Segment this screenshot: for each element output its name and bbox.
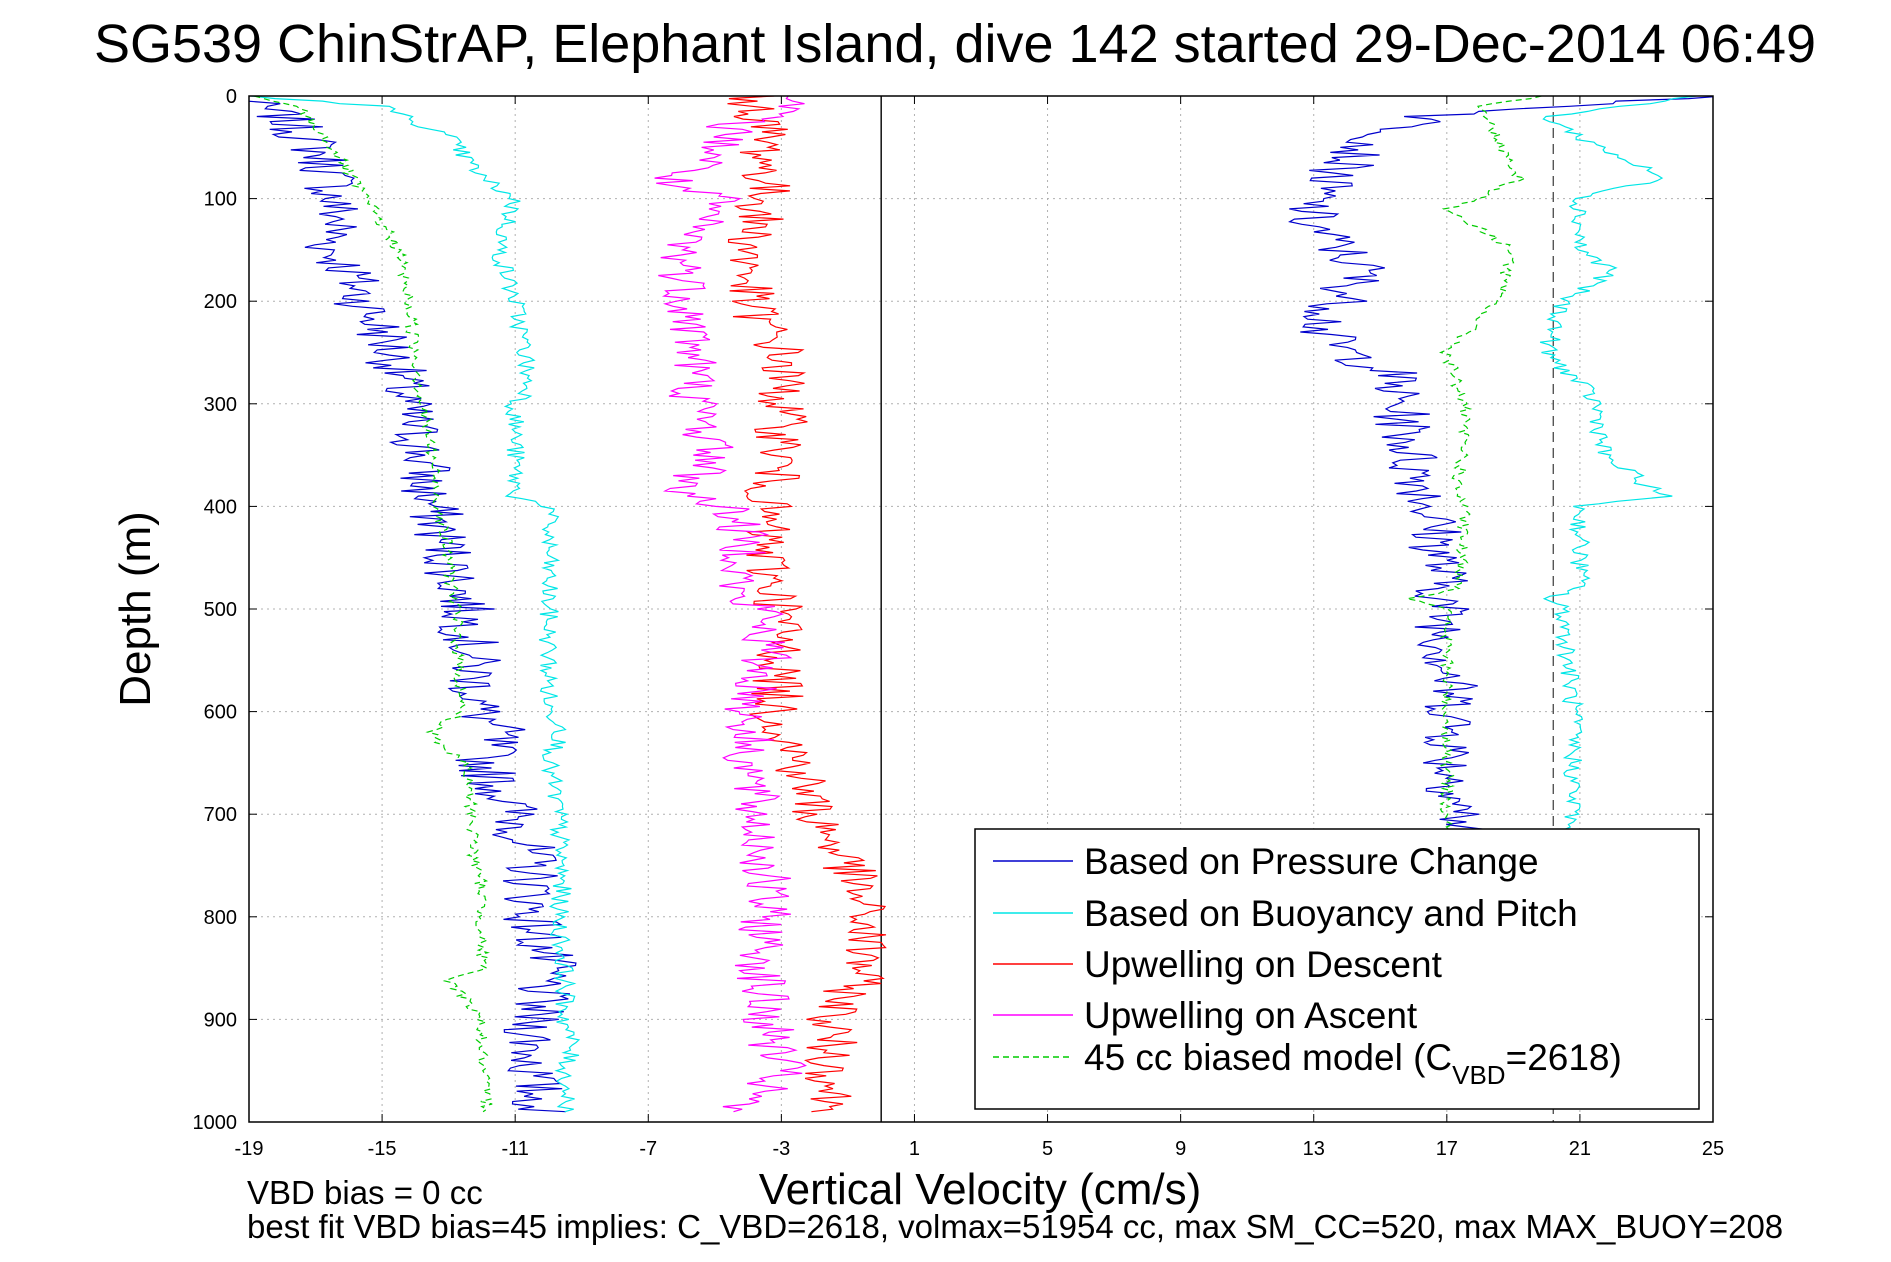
y-axis-ticks: 0 100 200 300 400 500 600 700 800 900 1000 [193, 86, 1713, 1134]
y-tick-label: 700 [204, 804, 237, 826]
y-axis-label: Depth (m) [111, 511, 160, 707]
x-tick-label: 1 [909, 1138, 920, 1160]
legend-entry-label: Upwelling on Descent [1084, 944, 1443, 985]
data-series [249, 96, 1713, 1113]
x-axis-ticks: -19 -15 -11 -7 -3 1 5 9 13 17 21 25 [235, 96, 1724, 1160]
y-tick-label: 400 [204, 496, 237, 518]
y-tick-label: 0 [226, 86, 237, 108]
chart-title: SG539 ChinStrAP, Elephant Island, dive 1… [94, 14, 1816, 74]
x-tick-label: 5 [1042, 1138, 1053, 1160]
x-tick-label: 9 [1175, 1138, 1186, 1160]
y-tick-label: 900 [204, 1009, 237, 1031]
x-axis-label: Vertical Velocity (cm/s) [759, 1165, 1202, 1214]
y-tick-label: 300 [204, 394, 237, 416]
y-tick-label: 1000 [193, 1112, 238, 1134]
y-tick-label: 500 [204, 599, 237, 621]
legend-box [974, 828, 1700, 1110]
legend-entry-label: Upwelling on Ascent [1084, 995, 1418, 1036]
footer-bias-line: VBD bias = 0 cc [247, 1174, 483, 1211]
series-line-based-on-buoyancy-and-pitch-2 [1539, 96, 1697, 836]
x-tick-label: -15 [368, 1138, 397, 1160]
x-tick-label: 25 [1702, 1138, 1724, 1160]
x-tick-label: 13 [1303, 1138, 1325, 1160]
series-line-based-on-pressure-change-1 [249, 100, 577, 1113]
x-tick-label: 17 [1436, 1138, 1458, 1160]
series-line-upwelling-on-ascent-1 [654, 96, 808, 1113]
y-tick-label: 200 [204, 291, 237, 313]
chart-legend: Based on Pressure Change Based on Buoyanc… [974, 828, 1700, 1110]
x-tick-label: -3 [772, 1138, 790, 1160]
footer-bestfit-line: best fit VBD bias=45 implies: C_VBD=2618… [247, 1208, 1783, 1245]
y-tick-label: 600 [204, 702, 237, 724]
y-tick-label: 800 [204, 907, 237, 929]
legend-entry-label: Based on Buoyancy and Pitch [1084, 893, 1578, 934]
x-tick-label: -7 [639, 1138, 657, 1160]
x-tick-label: 21 [1569, 1138, 1591, 1160]
x-tick-label: -19 [235, 1138, 264, 1160]
series-line-based-on-buoyancy-and-pitch-1 [251, 96, 581, 1113]
series-line-based-on-pressure-change-2 [1288, 96, 1713, 846]
series-line-45-cc-biased-model-1 [254, 96, 493, 1113]
series-line-upwelling-on-descent-1 [727, 96, 887, 1113]
y-tick-label: 100 [204, 189, 237, 211]
x-tick-label: -11 [501, 1138, 528, 1160]
legend-entry-label: Based on Pressure Change [1084, 841, 1539, 882]
legend-entry-label: 45 cc biased model (CVBD=2618) [1084, 1037, 1622, 1090]
